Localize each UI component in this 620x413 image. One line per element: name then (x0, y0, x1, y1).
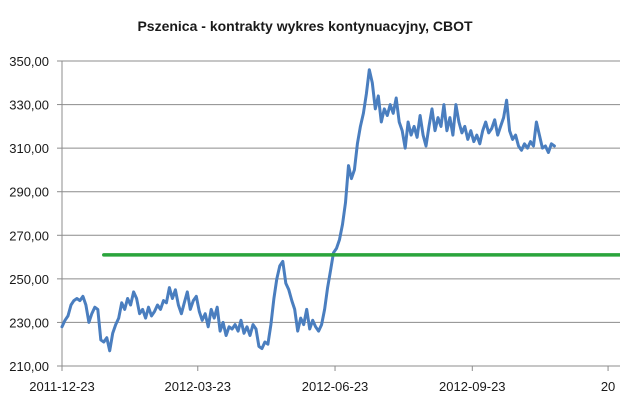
y-tick-label: 330,00 (9, 98, 49, 113)
y-tick-label: 230,00 (9, 315, 49, 330)
x-tick-label: 20 (601, 379, 615, 394)
series-layer (60, 68, 620, 353)
axis-layer (57, 60, 620, 371)
y-tick-label: 270,00 (9, 228, 49, 243)
tick-label-layer: 210,00 230,00 250,00 270,00 290,00 310,00 330,… (9, 54, 615, 394)
x-tick-label: 2012-03-23 (165, 379, 232, 394)
grid-layer (62, 60, 620, 323)
y-tick-label: 210,00 (9, 359, 49, 374)
y-tick-label: 250,00 (9, 272, 49, 287)
x-tick-label: 2012-09-23 (439, 379, 506, 394)
x-tick-label: 2011-12-23 (29, 379, 95, 394)
chart-title: Pszenica - kontrakty wykres kontynuacyjn… (137, 18, 473, 34)
x-tick-label: 2012-06-23 (302, 379, 369, 394)
y-tick-label: 290,00 (9, 185, 49, 200)
price-series-line (60, 68, 556, 353)
y-tick-label: 310,00 (9, 141, 49, 156)
y-tick-label: 350,00 (9, 54, 49, 69)
